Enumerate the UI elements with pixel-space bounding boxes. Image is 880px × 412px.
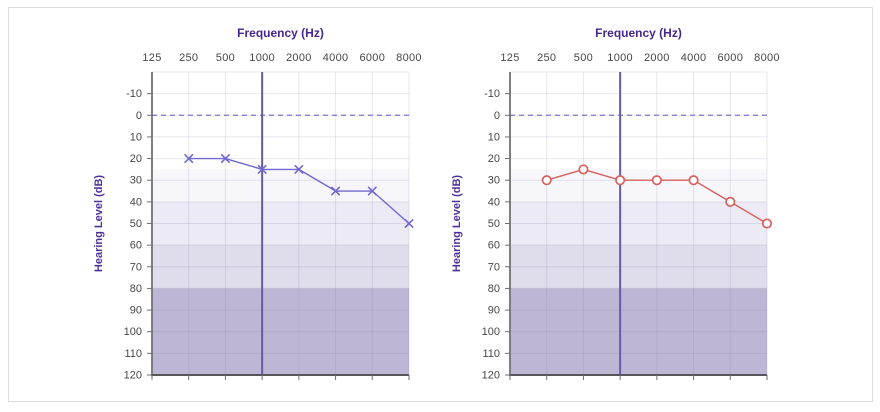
x-tick-label: 125 [500,52,519,64]
y-tick-label: 120 [482,370,500,382]
y-tick-label: 80 [130,283,142,295]
y-tick-label: 80 [488,283,500,295]
y-tick-label: 50 [488,218,500,230]
chart-title: Frequency (Hz) [595,26,682,40]
chart-title: Frequency (Hz) [237,26,324,40]
y-tick-label: 60 [130,240,142,252]
severity-band [510,201,767,246]
x-marker-stroke [404,219,414,228]
y-tick-label: 50 [130,218,142,230]
data-point-x-marker [367,186,377,196]
data-point-circle-marker [578,164,589,175]
x-tick-label: 250 [537,52,556,64]
data-point-x-marker [184,154,194,164]
x-tick-label: 500 [216,52,235,64]
y-tick-label: 10 [488,131,500,143]
x-marker-stroke [257,164,267,174]
x-marker-stroke [294,164,304,174]
y-tick-label: 0 [494,110,500,122]
data-point-circle-marker [651,175,662,186]
y-tick-label: 70 [488,261,500,273]
severity-band [510,288,767,375]
y-tick-label: 110 [482,348,500,360]
y-tick-label: 100 [482,326,500,338]
y-tick-label: 110 [124,348,142,360]
y-tick-label: 20 [488,153,500,165]
audiogram-chart-right: -10 0 10 20 30 40 50 60 70 80 90 100 110 120 125 250 500… [408,10,780,402]
data-point-x-marker [294,164,304,174]
audiogram-svg: -10 0 10 20 30 40 50 60 70 80 90 100 110 120 125 250 500… [451,26,780,382]
y-tick-label: 60 [488,240,500,252]
x-tick-label: 4000 [323,52,349,64]
data-point-x-marker [257,164,267,174]
x-tick-label: 1000 [249,52,275,64]
data-point-circle-marker [725,196,736,207]
y-tick-label: 100 [124,326,142,338]
data-point-circle-marker [541,175,552,186]
x-marker-stroke [367,186,377,196]
x-tick-label: 8000 [754,52,780,64]
x-marker-stroke [331,186,341,196]
severity-band [152,245,410,289]
severity-band [152,288,410,375]
y-tick-label: 20 [130,153,142,165]
severity-band [152,201,410,246]
y-tick-label: 30 [488,175,500,187]
data-point-x-marker [404,219,414,228]
x-tick-label: 2000 [644,52,670,64]
y-tick-label: 90 [488,305,500,317]
x-tick-label: 1000 [607,52,633,64]
audiogram-svg: -10 0 10 20 30 40 50 60 70 80 90 100 110 120 125 250 500… [93,26,422,382]
y-tick-label: 30 [130,175,142,187]
y-tick-label: 70 [130,261,142,273]
y-tick-label: -10 [126,88,142,100]
y-tick-label: 0 [136,110,142,122]
data-point-x-marker [331,186,341,196]
severity-band [152,169,410,202]
y-tick-label: 10 [130,131,142,143]
x-tick-label: 250 [179,52,198,64]
y-axis-label: Hearing Level (dB) [451,175,463,273]
data-point-x-marker [220,154,230,164]
x-tick-label: 8000 [396,52,422,64]
x-tick-label: 6000 [359,52,385,64]
data-point-circle-marker [688,175,699,186]
x-tick-label: 6000 [717,52,743,64]
y-tick-label: 40 [130,196,142,208]
y-axis-label: Hearing Level (dB) [93,175,105,273]
y-tick-label: 40 [488,196,500,208]
y-tick-label: 90 [130,305,142,317]
x-tick-label: 125 [142,52,161,64]
data-point-circle-marker [615,175,626,186]
severity-band [510,245,767,289]
severity-band [510,169,767,202]
audiogram-chart-left: -10 0 10 20 30 40 50 60 70 80 90 100 110 120 125 250 500… [50,10,422,402]
x-marker-stroke [220,154,230,164]
data-point-circle-marker [761,218,773,229]
x-tick-label: 500 [574,52,593,64]
x-tick-label: 4000 [681,52,707,64]
x-tick-label: 2000 [286,52,312,64]
y-tick-label: 120 [124,370,142,382]
y-tick-label: -10 [484,88,500,100]
x-marker-stroke [184,154,194,164]
